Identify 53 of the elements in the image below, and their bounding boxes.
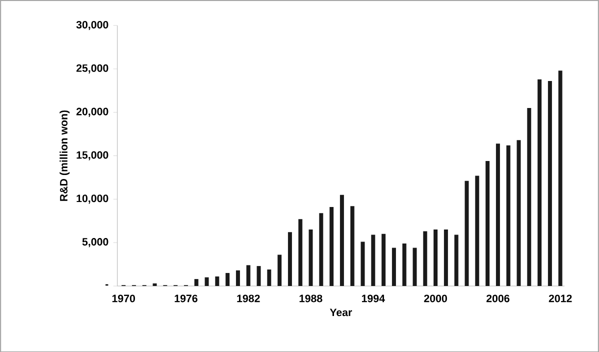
bar [538,79,542,286]
bar [288,232,292,286]
bar [267,269,272,286]
bar [392,248,396,286]
bar [308,229,313,286]
bar [194,278,198,286]
bar [423,231,428,286]
bar [350,206,354,286]
x-tick-label: 2012 [548,294,572,302]
bar [204,277,209,286]
bar [319,212,324,286]
bar [475,176,480,286]
bar [298,218,302,286]
bar [496,143,500,286]
x-tick-label: 1982 [237,294,260,302]
y-tick-label: 10,000 [76,194,108,204]
bar [256,266,261,286]
x-axis-title: Year [330,308,352,316]
y-tick-label: - [106,284,108,286]
bar [454,234,458,286]
bar [330,206,334,286]
y-axis-title: R&D (million won) [60,110,70,201]
y-tick-label: 5,000 [82,238,108,247]
bar [226,272,230,286]
bar [382,234,386,286]
y-tick-label: 25,000 [76,64,108,74]
bar [340,194,344,286]
bar [444,229,448,286]
bar [371,234,376,286]
bar [152,283,157,286]
y-tick-label: 20,000 [76,108,108,117]
bar [360,242,365,286]
x-tick-label: 1994 [362,294,385,302]
bar [527,108,532,286]
x-tick-label: 1970 [112,294,135,302]
x-tick-label: 1988 [300,294,322,302]
bar [412,248,417,286]
bar [434,229,438,286]
x-tick-label: 2000 [424,294,447,302]
bar [215,276,220,286]
bar [486,160,490,286]
bar [236,270,240,286]
x-tick-label: 2006 [486,294,510,302]
bar [246,264,250,286]
bar [506,145,510,286]
y-tick-label: 30,000 [76,20,108,30]
bar [548,80,552,286]
y-tick-label: 15,000 [76,151,108,160]
bar [402,243,406,286]
bar [464,180,469,286]
bar [516,140,521,286]
x-tick-label: 1976 [174,294,198,302]
bar [278,254,282,286]
